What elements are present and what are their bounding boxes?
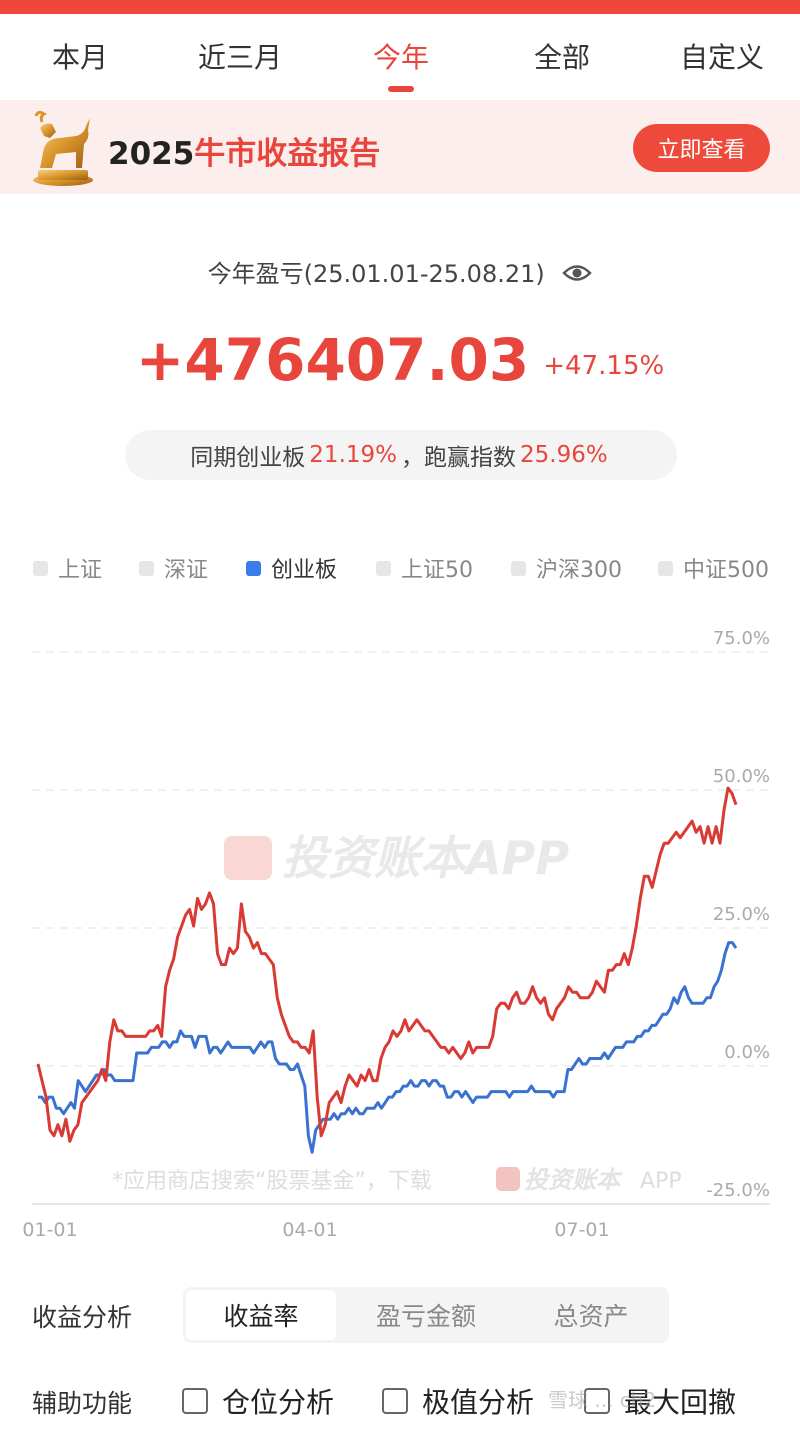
y-tick-label: -25.0% — [706, 1180, 770, 1201]
x-tick-label: 04-01 — [282, 1219, 337, 1241]
chart-bottom-note: *应用商店搜索“股票基金”，下载 投资账本 APP — [112, 1166, 682, 1194]
legend-sse50[interactable]: 上证50 — [376, 552, 473, 584]
legend-chinext[interactable]: 创业板 — [246, 552, 337, 584]
active-tab-indicator — [388, 86, 414, 92]
index-comparison: 同期创业板 21.19% ，跑赢指数 25.96% — [125, 430, 677, 480]
analysis-segmented-control: 收益率 盈亏金额 总资产 — [183, 1287, 669, 1343]
legend-shanghai[interactable]: 上证 — [33, 552, 102, 584]
profit-percent: +47.15% — [543, 351, 665, 381]
y-tick-label: 75.0% — [713, 628, 770, 649]
legend-shenzhen[interactable]: 深证 — [139, 552, 208, 584]
view-now-button[interactable]: 立即查看 — [633, 124, 770, 172]
legend-csi300[interactable]: 沪深300 — [511, 552, 622, 584]
profit-value: +476407.03 +47.15% — [0, 326, 800, 394]
seg-return-rate[interactable]: 收益率 — [186, 1290, 336, 1340]
tab-this-year[interactable]: 今年 — [372, 41, 430, 74]
max-drawdown-checkbox[interactable]: 最大回撤 — [584, 1381, 736, 1421]
x-tick-label: 07-01 — [554, 1219, 609, 1241]
y-tick-label: 50.0% — [713, 766, 770, 787]
analysis-label: 收益分析 — [32, 1303, 133, 1332]
status-bar-strip — [0, 0, 800, 14]
seg-total-assets[interactable]: 总资产 — [553, 1302, 629, 1331]
chinext-index-line — [38, 941, 738, 1154]
banner-title: 2025牛市收益报告 — [108, 136, 381, 172]
xueqiu-watermark: 雪球 ... ch2 — [548, 1388, 657, 1412]
watermark-text: 投资账本APP — [282, 831, 569, 885]
profit-period-label: 今年盈亏(25.01.01-25.08.21) — [0, 254, 800, 289]
bottom-note-logo-icon — [496, 1167, 520, 1191]
bottom-note-app: APP — [640, 1169, 682, 1194]
x-tick-label: 01-01 — [22, 1219, 77, 1241]
bottom-note-text: *应用商店搜索“股票基金”，下载 — [112, 1169, 432, 1194]
bull-report-banner[interactable]: 2025牛市收益报告 立即查看 — [0, 100, 800, 194]
seg-profit-amount[interactable]: 盈亏金额 — [375, 1302, 476, 1331]
period-tabs: 本月 近三月 今年 全部 自定义 — [0, 14, 800, 100]
return-chart[interactable]: 投资账本APP *应用商店搜索“股票基金”，下载 投资账本 APP 75.0%5… — [0, 610, 800, 1250]
eye-icon[interactable] — [562, 262, 593, 284]
extreme-analysis-checkbox[interactable]: 极值分析 — [382, 1381, 534, 1421]
position-analysis-checkbox[interactable]: 仓位分析 — [182, 1381, 334, 1421]
tab-custom[interactable]: 自定义 — [679, 41, 765, 74]
y-tick-label: 0.0% — [724, 1042, 770, 1063]
tab-this-month[interactable]: 本月 — [51, 41, 109, 74]
golden-bull-icon — [33, 110, 93, 186]
chart-watermark: 投资账本APP — [224, 831, 569, 885]
bottom-note-brand: 投资账本 — [524, 1166, 623, 1194]
y-tick-label: 25.0% — [713, 904, 770, 925]
watermark-logo-icon — [224, 836, 272, 880]
tab-all[interactable]: 全部 — [533, 41, 591, 74]
tab-three-months[interactable]: 近三月 — [197, 41, 283, 74]
legend-csi500[interactable]: 中证500 — [658, 552, 769, 584]
profit-amount: +476407.03 — [135, 326, 530, 394]
portfolio-return-line — [36, 786, 738, 1143]
aux-label: 辅助功能 — [32, 1389, 133, 1418]
